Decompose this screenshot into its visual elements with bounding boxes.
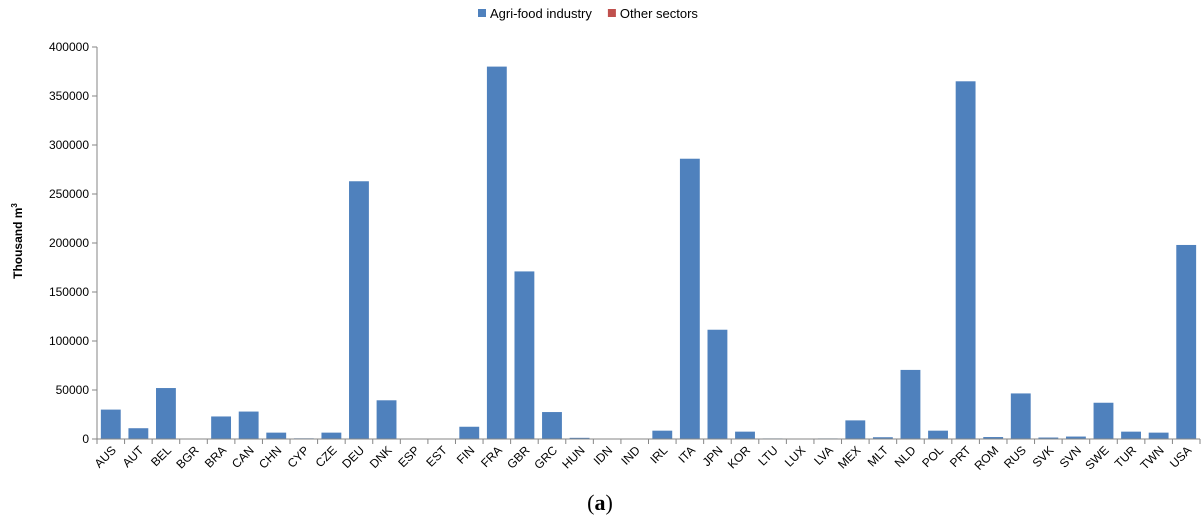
y-axis: 0 50000 100000 150000 200000 250000 300000 3500… [49,40,98,446]
bar-dnk [376,400,397,439]
bar-rus [1010,393,1031,439]
x-tick-label: MLT [865,443,892,470]
x-tick-label: DEU [339,443,367,471]
x-tick-label: LVA [811,443,836,468]
x-axis: AUS AUT BEL BGR BRA CAN CHN CYP CZE DEU DNK ESP EST F… [92,438,1201,473]
y-tick-label: 300000 [49,138,89,152]
x-tick-label: POL [919,443,946,470]
x-tick-label: AUS [92,443,119,470]
x-tick-label: CYP [285,443,312,470]
legend-swatch [478,9,486,17]
y-tick-label: 200000 [49,236,89,250]
x-tick-label: CHN [256,443,284,471]
bar-irl [652,430,673,439]
x-tick-label: TUR [1112,443,1140,471]
x-tick-label: HUN [559,443,587,471]
x-tick-label: TWN [1138,443,1167,472]
y-tick-label: 250000 [49,187,89,201]
x-tick-label: BEL [148,443,174,469]
x-tick-label: IRL [647,443,670,466]
bar-twn [1148,432,1169,439]
x-tick-label: BGR [173,443,202,472]
x-tick-label: LUX [782,443,808,469]
bar-bel [156,388,176,439]
bar-usa [1176,244,1197,439]
bars [100,66,1197,440]
bar-rom [983,437,1004,439]
x-tick-label: CZE [313,443,340,470]
x-tick-label: AUT [120,443,147,470]
bar-swe [1093,402,1114,439]
x-tick-label: JPN [700,443,726,469]
bar-fra [486,66,507,439]
bar-tur [1121,431,1141,439]
x-tick-label: USA [1167,443,1194,470]
x-tick-label: ROM [972,443,1002,473]
x-tick-label: BRA [202,443,229,470]
x-tick-label: FIN [454,443,478,467]
legend: Agri-food industry Other sectors [478,6,698,21]
x-tick-label: IDN [591,443,616,468]
x-tick-label: ITA [676,443,698,465]
x-tick-label: RUS [1001,443,1029,471]
bar-ita [679,158,700,439]
bar-mlt [872,437,893,439]
x-tick-label: EST [423,443,450,470]
bar-hun [569,437,590,439]
bar-aus [100,409,121,439]
bar-svn [1065,436,1086,439]
y-tick-label: 150000 [49,285,89,299]
bar-svk [1038,437,1059,439]
x-tick-label: CAN [229,443,257,471]
y-axis-label: Thousand m3 [10,203,25,279]
bar-prt [955,81,976,440]
x-tick-label: GRC [531,443,560,472]
bar-fin [459,426,480,439]
bar-jpn [707,329,728,439]
bar-nld [900,369,921,439]
x-tick-label: IND [618,443,643,468]
legend-label: Other sectors [620,6,699,21]
y-tick-label: 0 [82,432,89,446]
bar-pol [928,430,948,439]
y-tick-label: 350000 [49,89,89,103]
x-tick-label: FRA [478,443,505,470]
panel-label: (a) [587,490,613,515]
bar-aut [128,428,149,439]
y-tick-label: 100000 [49,334,89,348]
bar-chn [266,432,287,439]
x-tick-label: GBR [504,443,533,472]
bar-bra [211,416,232,439]
bar-cze [321,432,342,439]
y-tick-label: 400000 [49,40,89,54]
x-tick-label: DNK [367,443,395,471]
x-tick-label: ESP [395,443,422,470]
bar-mex [845,420,866,439]
x-tick-label: MEX [835,443,863,471]
bar-kor [735,431,755,439]
x-tick-label: SVK [1030,443,1057,470]
bar-can [238,411,259,439]
legend-swatch [607,9,616,17]
bar-gbr [514,271,535,439]
x-tick-label: SWE [1082,443,1111,472]
bar-deu [349,181,369,439]
x-tick-label: SVN [1057,443,1084,470]
bar-grc [542,412,562,439]
x-tick-label: LTU [755,443,780,468]
legend-label: Agri-food industry [490,6,592,21]
y-tick-label: 50000 [56,383,90,397]
x-tick-label: PRT [947,443,974,470]
x-tick-label: KOR [725,443,754,472]
x-tick-label: NLD [892,443,919,470]
